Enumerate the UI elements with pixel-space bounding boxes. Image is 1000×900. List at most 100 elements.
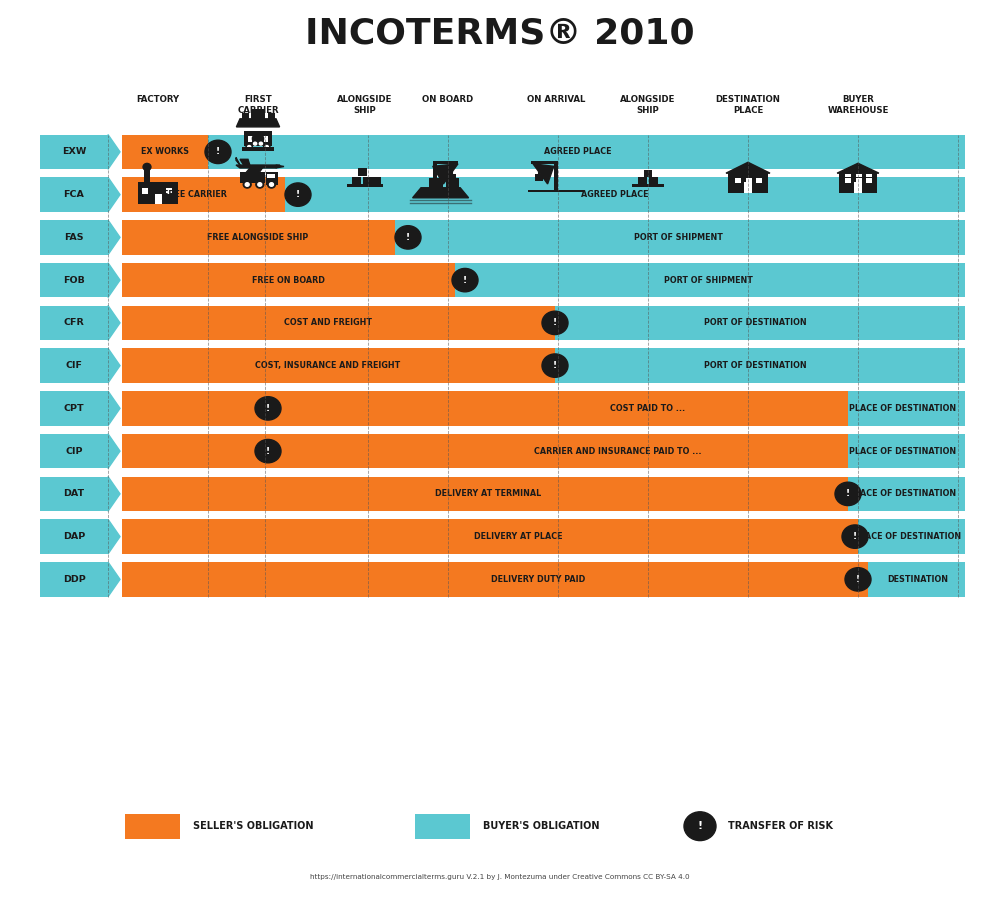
Text: CARRIER AND INSURANCE PAID TO ...: CARRIER AND INSURANCE PAID TO ... <box>534 446 702 455</box>
Bar <box>266 172 278 184</box>
Bar <box>854 182 862 193</box>
Bar <box>138 182 178 203</box>
Circle shape <box>542 311 568 335</box>
Bar <box>40 477 108 511</box>
Bar <box>848 391 965 426</box>
Text: FREE ON BOARD: FREE ON BOARD <box>252 275 324 284</box>
Bar <box>144 168 150 182</box>
Circle shape <box>285 183 311 206</box>
Bar <box>142 188 148 194</box>
Bar <box>858 519 965 554</box>
Bar <box>166 188 172 194</box>
Circle shape <box>265 146 268 148</box>
Text: !: ! <box>853 532 857 541</box>
Text: AGREED PLACE: AGREED PLACE <box>544 148 612 157</box>
Circle shape <box>255 439 281 463</box>
Polygon shape <box>433 164 458 184</box>
Bar <box>433 164 437 192</box>
Text: PORT OF DESTINATION: PORT OF DESTINATION <box>704 319 806 328</box>
Bar <box>260 136 268 142</box>
Circle shape <box>255 397 281 420</box>
Bar <box>555 305 965 340</box>
Circle shape <box>542 354 568 377</box>
Circle shape <box>248 146 251 148</box>
Polygon shape <box>837 163 879 173</box>
Bar <box>155 194 162 203</box>
Text: DAT: DAT <box>63 490 85 499</box>
Text: !: ! <box>463 275 467 284</box>
Bar <box>848 434 965 468</box>
Bar <box>455 263 965 297</box>
Bar <box>40 519 108 554</box>
Bar <box>728 173 768 193</box>
Text: PLACE OF DESTINATION: PLACE OF DESTINATION <box>849 446 957 455</box>
Circle shape <box>845 568 871 591</box>
Bar <box>208 134 965 169</box>
Bar <box>856 174 862 176</box>
Text: !: ! <box>266 404 270 413</box>
Text: FIRST
CARRIER: FIRST CARRIER <box>237 94 279 114</box>
Text: DESTINATION: DESTINATION <box>888 575 948 584</box>
Text: INCOTERMS® 2010: INCOTERMS® 2010 <box>305 16 695 50</box>
Text: FOB: FOB <box>63 275 85 284</box>
Polygon shape <box>108 220 120 255</box>
Bar <box>122 177 285 212</box>
Text: FCA: FCA <box>64 190 84 199</box>
Circle shape <box>395 226 421 249</box>
Bar <box>839 173 877 193</box>
Bar <box>122 220 395 255</box>
Text: CIF: CIF <box>66 361 82 370</box>
Text: PLACE OF DESTINATION: PLACE OF DESTINATION <box>854 532 962 541</box>
Text: ON ARRIVAL: ON ARRIVAL <box>527 94 585 104</box>
Bar <box>125 814 180 839</box>
Text: SELLER'S OBLIGATION: SELLER'S OBLIGATION <box>193 821 314 832</box>
Bar <box>40 562 108 597</box>
Bar <box>240 172 265 183</box>
Text: BUYER
WAREHOUSE: BUYER WAREHOUSE <box>827 94 889 114</box>
Text: CFR: CFR <box>64 319 84 328</box>
Circle shape <box>258 183 262 186</box>
Bar <box>358 168 367 176</box>
Bar <box>638 177 647 184</box>
Bar <box>395 220 965 255</box>
Text: https://internationalcommercialterms.guru V.2.1 by J. Montezuma under Creative C: https://internationalcommercialterms.gur… <box>310 875 690 880</box>
Bar <box>122 519 858 554</box>
Bar <box>868 562 965 597</box>
Circle shape <box>243 181 251 188</box>
Bar <box>735 177 741 183</box>
Bar <box>866 174 872 176</box>
Bar <box>40 348 108 383</box>
Polygon shape <box>108 305 120 340</box>
Bar <box>40 391 108 426</box>
Polygon shape <box>108 434 120 468</box>
Bar <box>242 147 274 151</box>
Bar <box>40 134 108 169</box>
Bar <box>415 814 470 839</box>
Bar <box>746 177 752 183</box>
Circle shape <box>835 482 861 506</box>
Polygon shape <box>108 391 120 426</box>
Bar <box>555 348 965 383</box>
Bar <box>248 136 257 142</box>
Circle shape <box>256 181 264 188</box>
Text: !: ! <box>553 361 557 370</box>
Text: FACTORY: FACTORY <box>136 94 180 104</box>
Text: PLACE OF DESTINATION: PLACE OF DESTINATION <box>849 490 957 499</box>
Text: DELIVERY DUTY PAID: DELIVERY DUTY PAID <box>491 575 585 584</box>
Circle shape <box>252 133 264 144</box>
Bar <box>40 177 108 212</box>
Text: PORT OF SHIPMENT: PORT OF SHIPMENT <box>634 233 722 242</box>
Polygon shape <box>108 519 120 554</box>
Bar <box>448 175 456 182</box>
Polygon shape <box>108 348 120 383</box>
Circle shape <box>205 140 231 164</box>
Polygon shape <box>533 164 554 184</box>
Bar <box>40 305 108 340</box>
Text: !: ! <box>406 233 410 242</box>
Bar <box>122 263 455 297</box>
Text: DELIVERY AT TERMINAL: DELIVERY AT TERMINAL <box>435 490 541 499</box>
Text: !: ! <box>553 319 557 328</box>
Bar <box>267 174 275 178</box>
Bar <box>122 477 848 511</box>
Circle shape <box>270 183 273 186</box>
